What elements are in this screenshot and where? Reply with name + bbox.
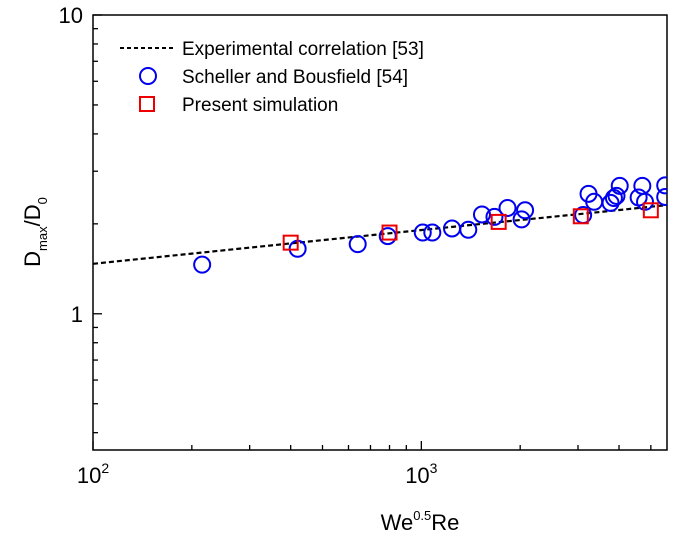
scheller-bousfield-series xyxy=(193,176,667,274)
legend-label-scheller: Scheller and Bousfield [54] xyxy=(182,67,408,88)
scheller-bousfield-point xyxy=(636,192,655,211)
scheller-bousfield-point xyxy=(459,220,478,239)
legend-square-swatch xyxy=(139,96,155,112)
y-axis-ticks: 1 10 xyxy=(59,3,102,434)
scheller-bousfield-point xyxy=(472,205,491,224)
present-simulation-point xyxy=(490,213,507,230)
y-tick-label: 1 xyxy=(71,302,83,327)
scheller-bousfield-point xyxy=(656,176,667,195)
present-simulation-point xyxy=(381,224,398,241)
plot-frame xyxy=(92,14,668,451)
scheller-bousfield-point xyxy=(656,187,667,206)
plot-area xyxy=(92,14,668,451)
scheller-bousfield-point xyxy=(413,223,432,242)
legend-circle-swatch xyxy=(139,67,157,85)
y-tick-label: 10 xyxy=(59,3,83,28)
scheller-bousfield-point xyxy=(512,210,531,229)
scheller-bousfield-point xyxy=(193,255,212,274)
scheller-bousfield-point xyxy=(423,223,442,242)
y-axis-label: Dmax/D0 xyxy=(20,197,50,267)
scheller-bousfield-point xyxy=(610,176,629,195)
present-simulation-point xyxy=(642,202,659,219)
scheller-bousfield-point xyxy=(607,186,626,205)
scheller-bousfield-point xyxy=(516,201,535,220)
present-simulation-point xyxy=(572,208,589,225)
legend-label-correlation: Experimental correlation [53] xyxy=(182,39,424,60)
x-axis-label: We0.5Re xyxy=(381,508,460,535)
legend-label-present: Present simulation xyxy=(182,95,338,116)
scheller-bousfield-point xyxy=(485,207,504,226)
present-simulation-point xyxy=(282,234,299,251)
x-tick-label: 103 xyxy=(405,460,437,488)
scheller-bousfield-point xyxy=(498,198,517,217)
present-simulation-series xyxy=(282,202,659,251)
x-axis-ticks: 102 103 xyxy=(77,441,652,488)
legend: Experimental correlation [53] Scheller a… xyxy=(120,39,424,116)
x-tick-label: 102 xyxy=(77,460,109,488)
scheller-bousfield-point xyxy=(348,235,367,254)
